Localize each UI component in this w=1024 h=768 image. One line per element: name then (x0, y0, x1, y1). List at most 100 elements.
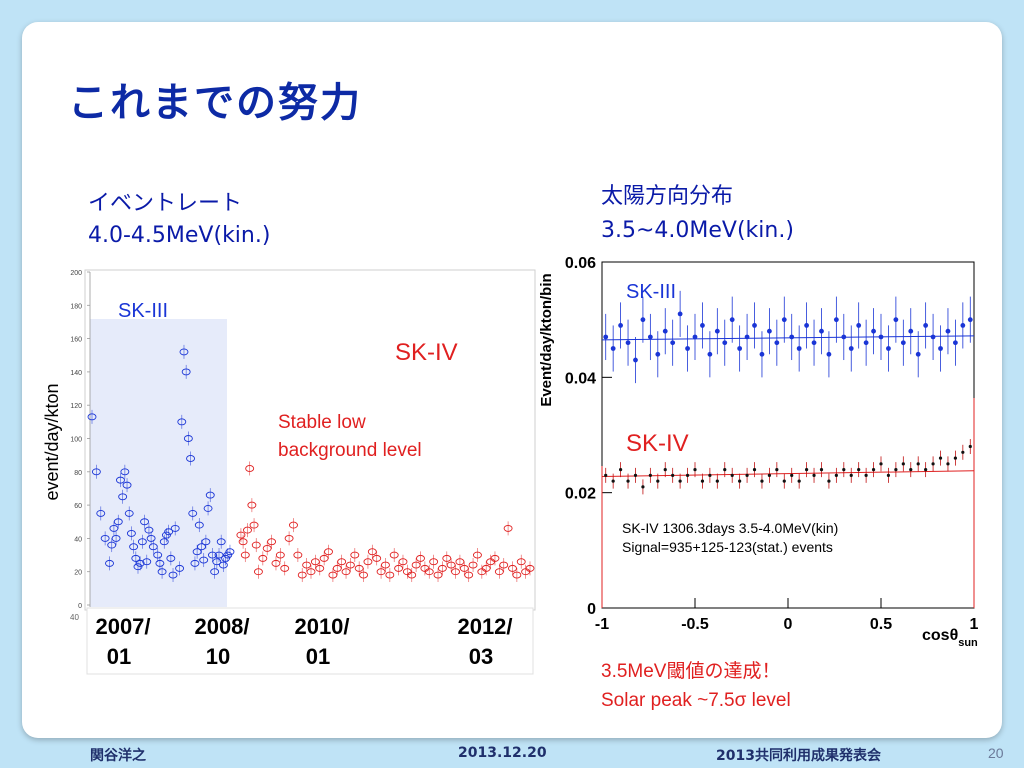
data-point (811, 340, 817, 346)
data-point (744, 334, 750, 340)
data-point (109, 524, 119, 532)
data-point (175, 564, 185, 572)
data-point (924, 468, 928, 472)
data-point (107, 541, 117, 549)
data-point (685, 346, 690, 351)
data-point (893, 317, 899, 323)
data-point (633, 357, 638, 363)
data-point (332, 564, 342, 572)
data-point (186, 455, 196, 462)
data-point (407, 571, 417, 579)
sk3-fit-line (601, 335, 975, 341)
data-point (662, 328, 668, 334)
right-x-tick-label: -1 (595, 616, 609, 633)
data-point (468, 561, 478, 569)
data-point (214, 551, 224, 559)
data-point (381, 561, 390, 569)
data-point (251, 541, 261, 549)
data-point (319, 554, 329, 562)
stat-line1: SK-IV 1306.3days 3.5-4.0MeV(kin) (622, 520, 838, 536)
data-point (302, 561, 312, 569)
data-point (284, 534, 294, 542)
data-point (752, 468, 757, 472)
data-point (170, 524, 180, 532)
data-point (451, 568, 460, 576)
data-point (164, 528, 174, 536)
data-point (324, 548, 333, 556)
data-point (267, 538, 277, 546)
data-point (848, 346, 854, 351)
data-point (656, 479, 660, 483)
right-sk4-label: SK-IV (626, 430, 689, 457)
data-point (205, 491, 215, 499)
data-point (122, 481, 132, 489)
right-data-points (603, 290, 973, 495)
right-sk3-label: SK-III (626, 281, 676, 303)
left-y-tick-label: 20 (74, 570, 82, 577)
data-point (967, 317, 973, 323)
data-point (503, 524, 513, 532)
data-point (490, 554, 500, 562)
data-point (752, 323, 757, 328)
data-point (183, 435, 193, 442)
data-point (812, 473, 816, 477)
left-y-tick-label: 0 (78, 603, 82, 610)
data-point (126, 529, 136, 537)
data-point (722, 340, 728, 346)
data-point (827, 479, 831, 483)
data-point (310, 558, 320, 566)
data-point (938, 346, 943, 351)
data-point (238, 538, 248, 546)
data-point (192, 548, 202, 556)
left-y-axis-label: event/day/kton (42, 383, 62, 500)
data-point (472, 551, 482, 559)
data-point (625, 340, 631, 346)
achievement-line1: 3.5MeV閾値の達成！ (601, 661, 781, 682)
data-point (216, 538, 226, 546)
data-point (245, 465, 255, 472)
data-point (437, 564, 447, 572)
data-point (190, 559, 200, 567)
data-point (508, 564, 517, 572)
data-point (774, 340, 780, 346)
data-point (433, 571, 443, 579)
right-x-tick-label: 1 (970, 616, 979, 633)
data-point (692, 334, 698, 340)
x-tick-label: 2012/ (457, 614, 512, 639)
data-point (797, 479, 801, 483)
data-point (781, 317, 787, 323)
data-point (181, 368, 191, 376)
data-point (131, 554, 141, 562)
data-point (916, 462, 920, 466)
data-point (647, 334, 653, 340)
achievement-note: 3.5MeV閾値の達成！ Solar peak ~7.5σ level (601, 657, 791, 715)
data-point (715, 479, 719, 483)
data-point (207, 551, 217, 559)
data-point (805, 468, 809, 472)
data-point (201, 538, 211, 546)
data-point (900, 340, 906, 346)
right-y-axis-label: Event/day/kton/bin (538, 273, 555, 406)
data-point (856, 323, 862, 328)
data-point (144, 526, 154, 534)
data-point (146, 534, 156, 542)
data-point (730, 473, 734, 477)
left-y-axis-bottom-mark: 40 (70, 613, 79, 622)
page-number: 20 (988, 745, 1004, 761)
data-point (262, 544, 272, 552)
left-y-ticks: 0 20 40 60 80 100 120 140 160 180 200 (70, 270, 90, 610)
data-point (247, 501, 257, 509)
data-point (372, 554, 382, 562)
left-y-tick-label: 80 (74, 470, 82, 477)
data-point (961, 450, 965, 454)
data-point (670, 340, 676, 346)
footer-event: 2013共同利用成果発表会 (716, 748, 881, 764)
data-point (218, 561, 228, 569)
data-point (91, 468, 101, 476)
right-x-tick-label: -0.5 (681, 616, 709, 633)
data-point (886, 346, 891, 351)
data-point (671, 473, 675, 477)
data-point (221, 554, 231, 562)
data-point (177, 418, 187, 426)
data-point (363, 558, 373, 566)
